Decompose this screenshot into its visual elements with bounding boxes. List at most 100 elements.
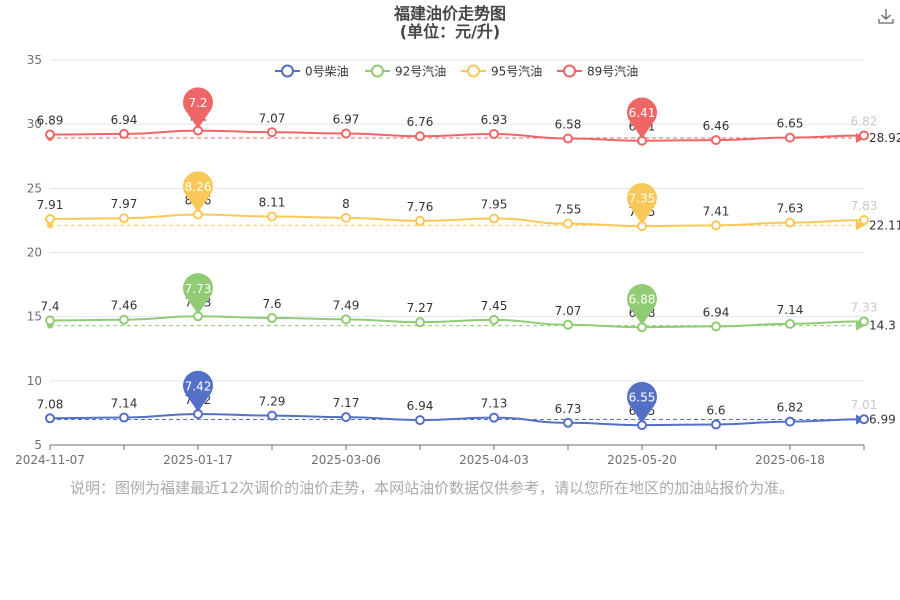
min-pin (627, 182, 657, 225)
data-point (711, 321, 721, 332)
data-point (859, 130, 869, 141)
data-point (785, 217, 795, 228)
data-point (341, 212, 351, 223)
data-point (119, 314, 129, 325)
data-label: 7.6 (262, 297, 281, 311)
min-pin-label: 6.41 (629, 106, 656, 120)
download-button[interactable] (876, 6, 896, 26)
data-point (563, 319, 573, 330)
series-line (49, 412, 865, 427)
data-label: 7.95 (481, 197, 508, 211)
data-point (785, 132, 795, 143)
max-pin-label: 7.73 (185, 282, 212, 296)
chart-title: 福建油价走势图 (393, 4, 506, 23)
data-point (119, 412, 129, 423)
data-label: 8 (342, 197, 350, 211)
chart-subtitle: (单位：元/升) (399, 22, 501, 41)
data-label: 6.94 (407, 399, 434, 413)
data-point (45, 413, 55, 424)
legend-label: 89号汽油 (587, 64, 638, 79)
x-tick-label: 2025-06-18 (755, 453, 825, 467)
y-tick-label: 35 (27, 53, 42, 67)
max-pin-label: 8.26 (185, 180, 212, 194)
data-label: 7.33 (851, 300, 878, 314)
data-point (119, 128, 129, 139)
data-label: 7.13 (481, 397, 508, 411)
max-pin-label: 7.42 (185, 379, 212, 393)
legend-label: 0号柴油 (305, 65, 349, 79)
average-label: 22.11 (869, 218, 900, 232)
data-point (341, 128, 351, 139)
data-label: 6.94 (111, 113, 138, 127)
data-label: 7.17 (333, 396, 360, 410)
data-label: 7.14 (777, 303, 804, 317)
series-line (49, 213, 865, 228)
data-label: 7.76 (407, 200, 434, 214)
data-point (489, 129, 499, 140)
data-label: 7.46 (111, 299, 138, 313)
average-start-marker (47, 222, 53, 229)
data-label: 7.41 (703, 204, 730, 218)
max-pin-label: 7.2 (188, 96, 207, 110)
series-line (49, 129, 865, 142)
data-label: 7.07 (259, 111, 286, 125)
data-point (489, 213, 499, 224)
y-tick-label: 25 (27, 181, 42, 195)
legend-marker (563, 64, 576, 78)
data-point (859, 316, 869, 327)
data-label: 6.76 (407, 115, 434, 129)
data-point (267, 312, 277, 323)
data-label: 7.01 (851, 398, 878, 412)
average-end-arrow (856, 220, 865, 231)
data-label: 7.49 (333, 298, 360, 312)
data-label: 6.6 (706, 403, 725, 417)
data-point (45, 129, 55, 140)
data-label: 6.65 (777, 117, 804, 131)
y-tick-label: 30 (27, 117, 42, 131)
data-point (267, 211, 277, 222)
data-point (267, 410, 277, 421)
data-point (859, 414, 869, 425)
data-point (785, 318, 795, 329)
x-tick-label: 2025-03-06 (311, 453, 381, 467)
data-label: 6.46 (703, 119, 730, 133)
min-pin (627, 381, 657, 424)
legend-label: 92号汽油 (395, 64, 446, 79)
legend-label: 95号汽油 (491, 64, 542, 79)
data-label: 7.08 (37, 397, 64, 411)
max-pin (183, 273, 214, 315)
data-label: 6.93 (481, 113, 508, 127)
data-label: 7.83 (851, 199, 878, 213)
legend-marker (281, 64, 294, 78)
data-label: 7.97 (111, 197, 138, 211)
max-pin (183, 370, 214, 412)
data-point (563, 133, 573, 144)
y-tick-label: 10 (27, 374, 42, 388)
x-tick-label: 2025-01-17 (163, 453, 233, 467)
data-label: 6.89 (37, 114, 64, 128)
data-point (711, 419, 721, 430)
data-label: 7.63 (777, 202, 804, 216)
average-end-arrow (856, 320, 865, 331)
data-label: 8.11 (259, 195, 286, 209)
data-label: 7.29 (259, 395, 286, 409)
data-point (415, 415, 425, 426)
average-label: 28.92 (869, 131, 900, 145)
average-label: 14.3 (869, 319, 896, 333)
data-point (415, 215, 425, 226)
y-tick-label: 20 (27, 246, 42, 260)
average-label: 6.99 (869, 412, 896, 426)
data-point (563, 417, 573, 428)
data-label: 6.82 (777, 401, 804, 415)
y-tick-label: 15 (27, 310, 42, 324)
x-tick-label: 2024-11-07 (15, 453, 85, 467)
max-pin (183, 171, 214, 213)
data-point (45, 315, 55, 326)
data-point (859, 215, 869, 226)
data-point (119, 213, 129, 224)
data-point (711, 220, 721, 231)
data-point (267, 127, 277, 138)
series-line (49, 315, 865, 329)
data-point (341, 314, 351, 325)
